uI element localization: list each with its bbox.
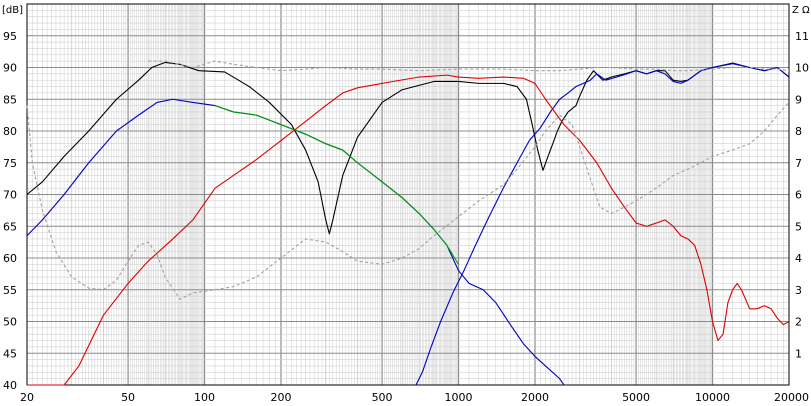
y-tick-label: 45 bbox=[3, 347, 17, 360]
tick-labels: [dB] Z Ω 20 50 100 200 500 1000 2000 5000 10000 2… bbox=[2, 5, 810, 404]
y-tick-label: 85 bbox=[3, 93, 17, 106]
impedance-curve-7 bbox=[148, 60, 790, 72]
y2-tick-label: 11 bbox=[795, 30, 809, 43]
y-tick-label: 50 bbox=[3, 316, 17, 329]
y2-axis-unit-label: Z Ω bbox=[792, 5, 810, 16]
series-group bbox=[26, 60, 790, 386]
x-tick-label: 500 bbox=[372, 391, 393, 404]
x-tick-label: 10000 bbox=[695, 391, 730, 404]
y-tick-label: 60 bbox=[3, 252, 17, 265]
x-tick-label: 20000 bbox=[774, 391, 809, 404]
y2-tick-label: 2 bbox=[795, 316, 802, 329]
grid bbox=[27, 4, 789, 385]
response-curve-5 bbox=[27, 74, 790, 386]
response-curve-3 bbox=[214, 105, 460, 265]
y-axis-unit-label: [dB] bbox=[2, 5, 23, 16]
x-tick-label: 5000 bbox=[622, 391, 650, 404]
x-tick-label: 1000 bbox=[445, 391, 473, 404]
x-tick-label: 200 bbox=[271, 391, 292, 404]
y2-tick-label: 9 bbox=[795, 93, 802, 106]
y-tick-label: 70 bbox=[3, 189, 17, 202]
y-tick-label: 95 bbox=[3, 30, 17, 43]
y2-tick-label: 5 bbox=[795, 220, 802, 233]
y-tick-label: 65 bbox=[3, 220, 17, 233]
response-curve-1 bbox=[26, 61, 790, 235]
y-tick-label: 55 bbox=[3, 284, 17, 297]
impedance-curve-6 bbox=[26, 102, 790, 300]
y2-tick-label: 10 bbox=[795, 62, 809, 75]
y-tick-label: 80 bbox=[3, 125, 17, 138]
y2-tick-label: 8 bbox=[795, 125, 802, 138]
x-tick-label: 100 bbox=[194, 391, 215, 404]
y2-tick-label: 4 bbox=[795, 252, 802, 265]
y-tick-label: 75 bbox=[3, 157, 17, 170]
y-tick-label: 90 bbox=[3, 62, 17, 75]
y2-tick-label: 1 bbox=[795, 347, 802, 360]
y2-tick-label: 6 bbox=[795, 189, 802, 202]
x-tick-label: 20 bbox=[20, 391, 34, 404]
y2-tick-label: 7 bbox=[795, 157, 802, 170]
y2-tick-label: 3 bbox=[795, 284, 802, 297]
x-tick-label: 2000 bbox=[521, 391, 549, 404]
x-tick-label: 50 bbox=[121, 391, 135, 404]
y-tick-label: 40 bbox=[3, 379, 17, 392]
